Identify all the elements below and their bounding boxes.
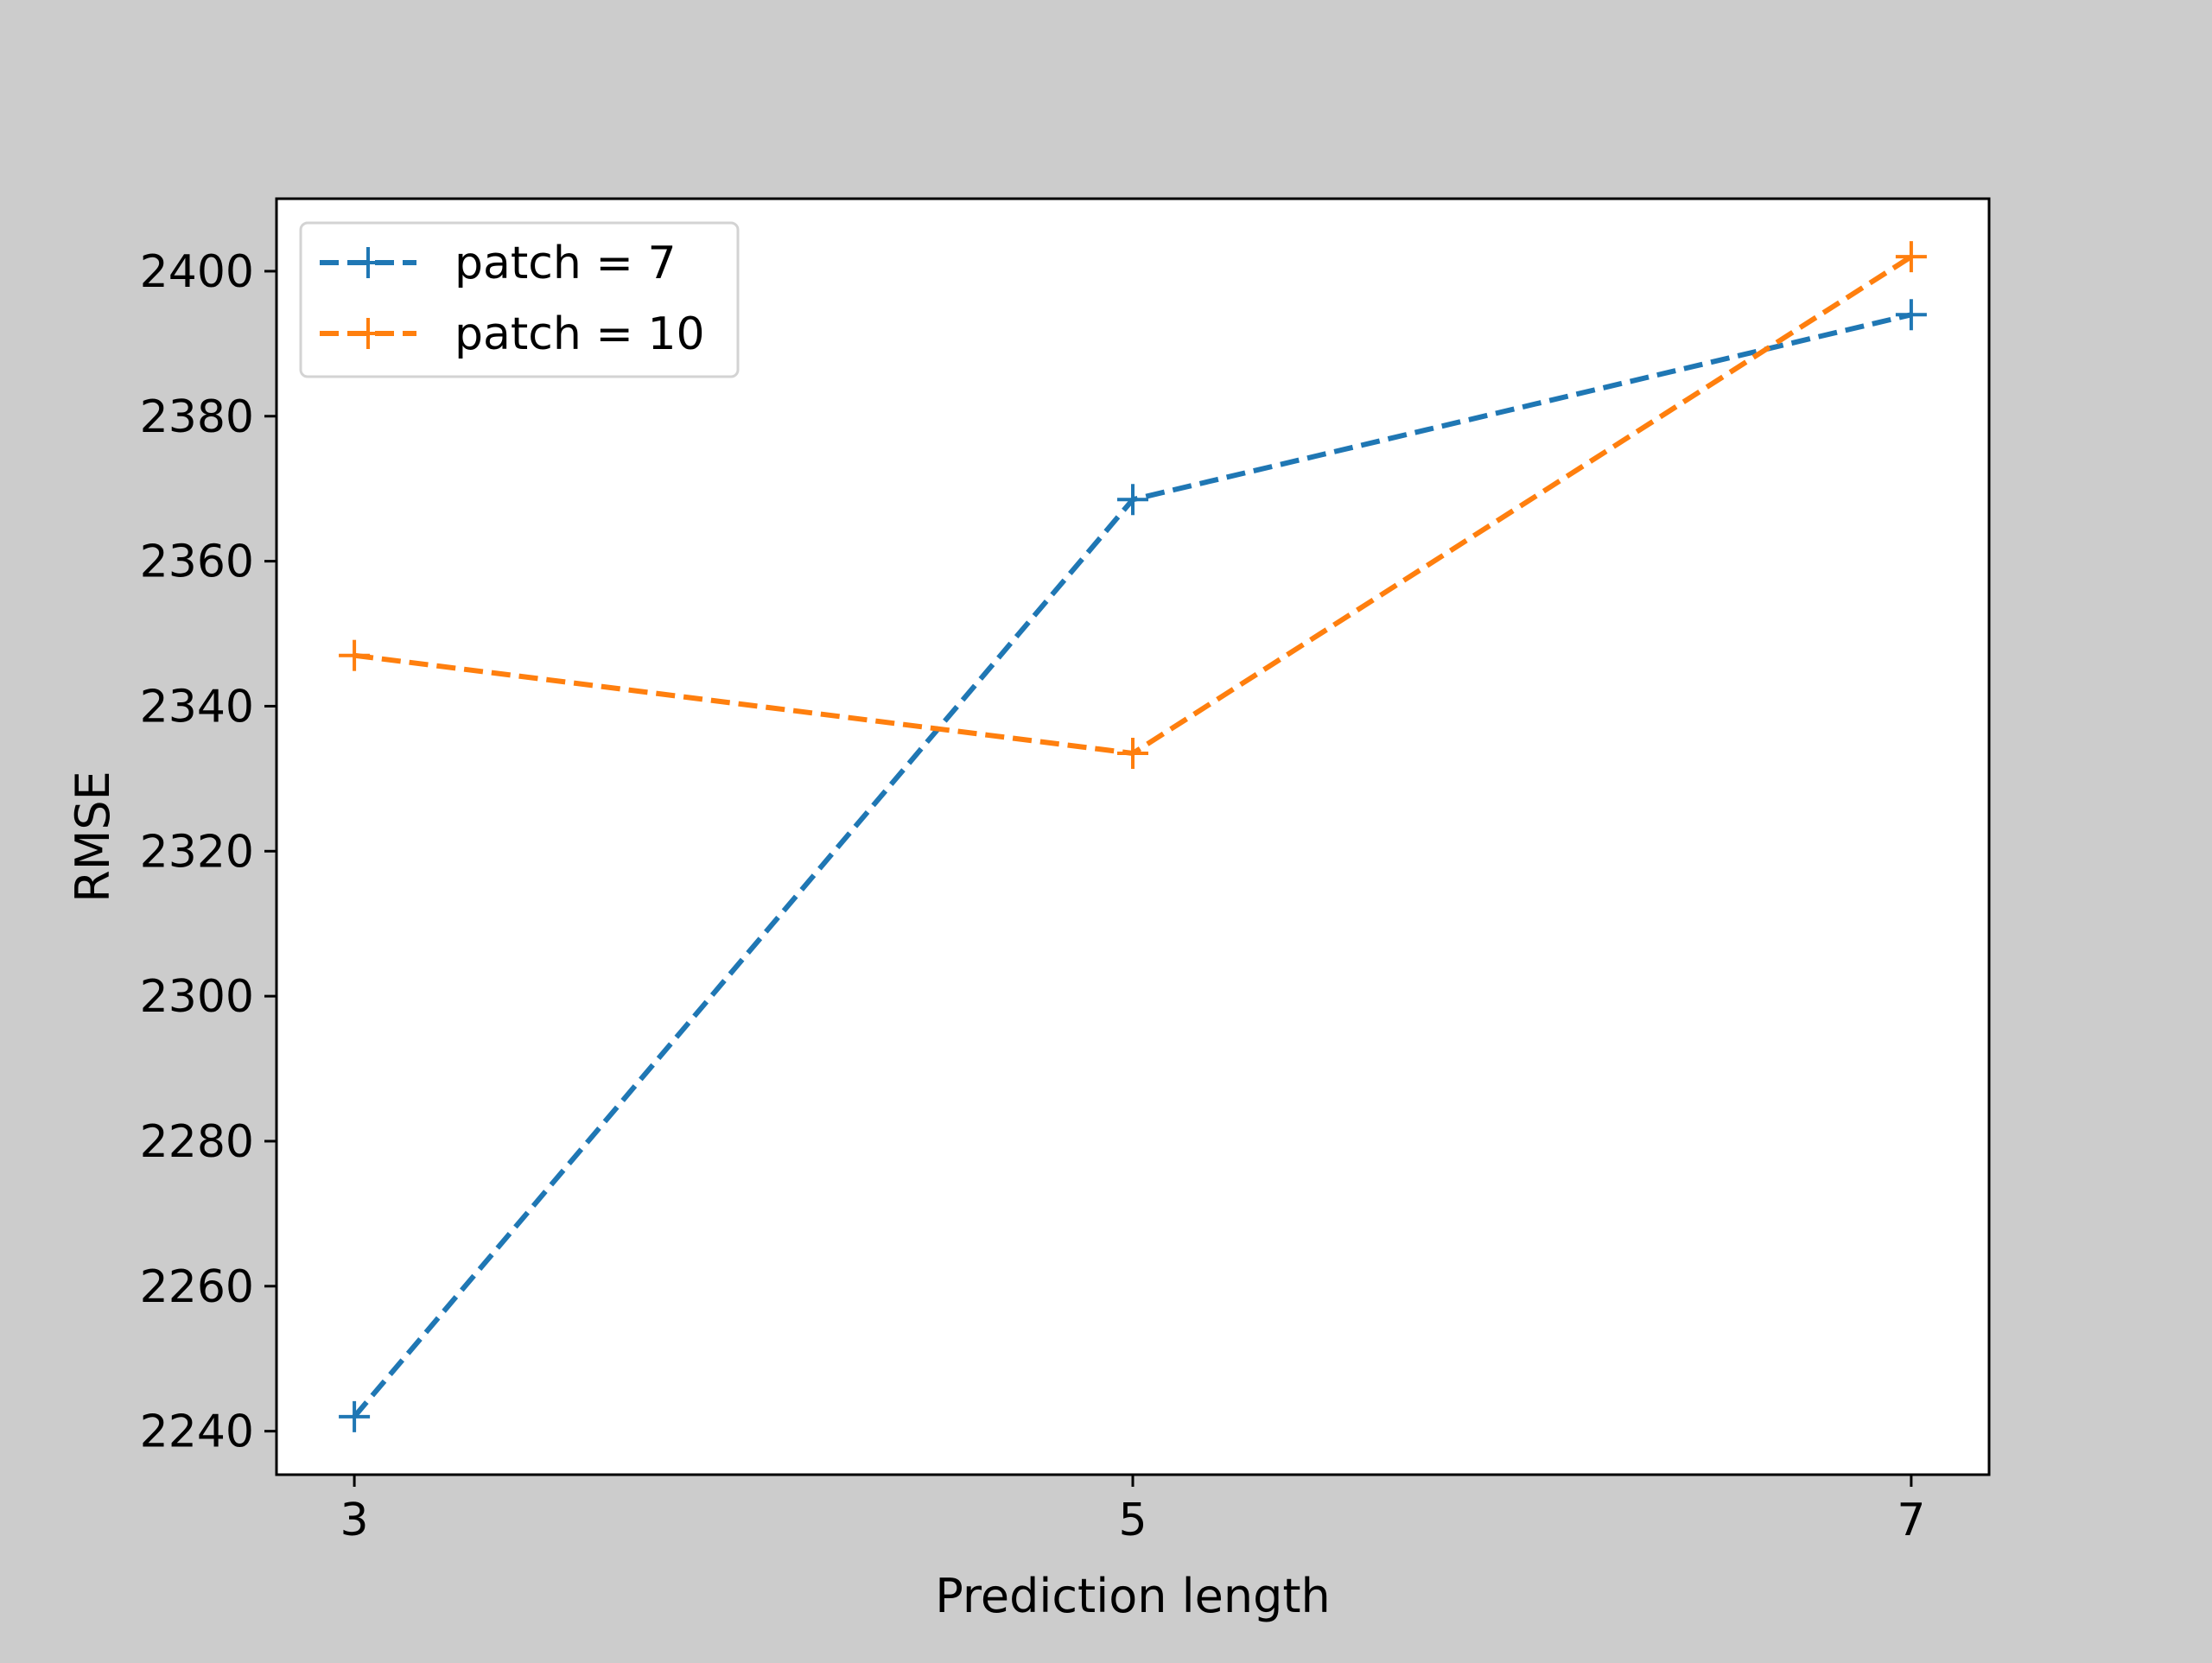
series-1 — [339, 299, 1927, 1432]
legend: patch = 7 patch = 10 — [299, 221, 740, 378]
y-tick-label: 2360 — [140, 536, 254, 588]
x-axis: 3 5 7 — [340, 1475, 1925, 1546]
plot-area — [276, 199, 1989, 1475]
y-tick-label: 2280 — [140, 1116, 254, 1168]
y-tick-label: 2340 — [140, 681, 254, 733]
y-tick-label: 2260 — [140, 1261, 254, 1313]
legend-label: patch = 10 — [454, 308, 705, 360]
data-point — [1117, 484, 1148, 516]
data-point — [1117, 737, 1148, 769]
y-tick-label: 2380 — [140, 391, 254, 443]
x-axis-label: Prediction length — [935, 1569, 1331, 1623]
y-axis: 2240 2260 2280 2300 2320 2340 2360 2380 2400 — [140, 246, 276, 1458]
legend-item: patch = 7 — [320, 238, 677, 289]
series-layer — [339, 241, 1927, 1432]
y-axis-label: RMSE — [66, 771, 120, 903]
data-point — [339, 639, 371, 671]
y-tick-label: 2240 — [140, 1406, 254, 1458]
data-point — [1895, 299, 1927, 331]
y-tick-label: 2400 — [140, 246, 254, 298]
legend-item: patch = 10 — [320, 308, 705, 360]
data-point — [1895, 241, 1927, 273]
legend-label: patch = 7 — [454, 238, 677, 289]
data-point — [339, 1400, 371, 1432]
x-tick-label: 5 — [1118, 1495, 1147, 1546]
y-tick-label: 2320 — [140, 826, 254, 878]
y-tick-label: 2300 — [140, 971, 254, 1023]
x-tick-label: 3 — [340, 1495, 369, 1546]
series-2 — [339, 241, 1927, 769]
x-tick-label: 7 — [1897, 1495, 1925, 1546]
